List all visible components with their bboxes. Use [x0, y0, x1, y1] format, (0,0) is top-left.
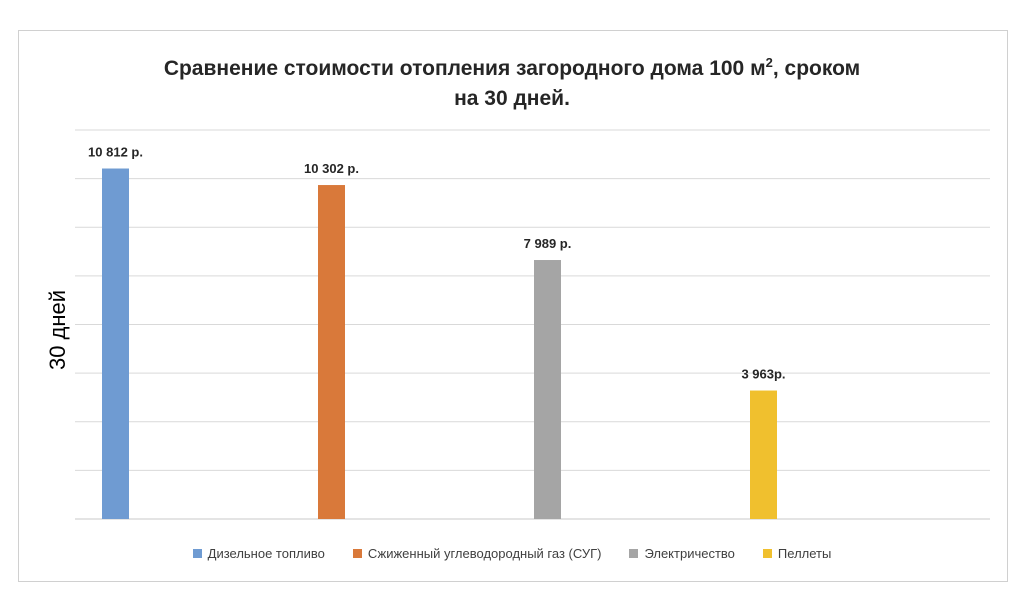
- legend-swatch: [192, 549, 202, 558]
- legend-swatch: [629, 549, 639, 558]
- legend-swatch: [352, 549, 362, 558]
- chart-frame: [18, 30, 1008, 582]
- legend: Дизельное топливо Сжиженный углеводородны…: [0, 546, 1024, 561]
- legend-item-3: Электричество: [629, 546, 735, 561]
- title-superscript: 2: [765, 55, 773, 70]
- legend-label: Пеллеты: [777, 546, 832, 561]
- legend-label: Электричество: [644, 546, 735, 561]
- legend-item-4: Пеллеты: [762, 546, 832, 561]
- data-label-3: 7 989 р.: [524, 236, 572, 251]
- title-main: Сравнение стоимости отопления загородног…: [163, 57, 766, 80]
- legend-swatch: [762, 549, 772, 558]
- legend-item-1: Дизельное топливо: [192, 546, 325, 561]
- data-label-2: 10 302 р.: [304, 161, 359, 176]
- legend-label: Сжиженный углеводородный газ (СУГ): [367, 546, 602, 561]
- data-label-1: 10 812 р.: [88, 145, 143, 160]
- bar-3: [534, 260, 561, 519]
- title-tail: , сроком: [772, 57, 861, 80]
- title-line2: на 30 дней.: [454, 87, 570, 110]
- data-label-4: 3 963р.: [741, 367, 785, 382]
- legend-item-2: Сжиженный углеводородный газ (СУГ): [352, 546, 602, 561]
- bar-2: [318, 185, 345, 519]
- bar-1: [102, 168, 129, 520]
- legend-label: Дизельное топливо: [207, 546, 325, 561]
- chart-title: Сравнение стоимости отопления загородног…: [0, 48, 1024, 114]
- bar-4: [750, 390, 777, 519]
